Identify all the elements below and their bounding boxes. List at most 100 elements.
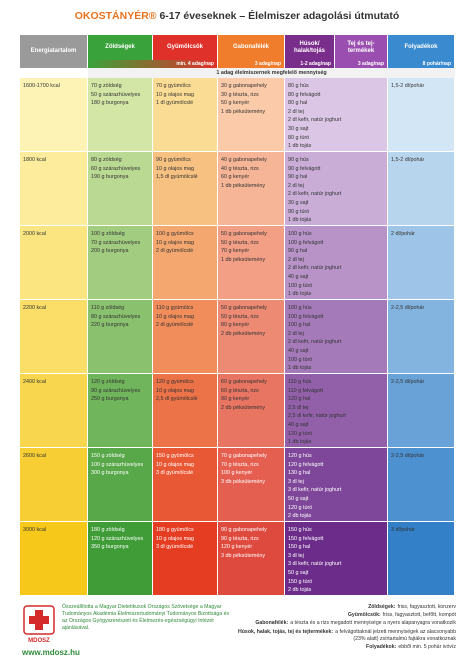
portion-label: 1-2 adag/nap [285,60,335,68]
grains-cell: 30 g gabonapehely 30 g tészta, rizs 50 g k… [218,78,285,152]
protein_dairy-item: 1 db tojás [288,143,312,150]
title: OKOSTÁNYÉR® 6-17 éveseknek – Élelmiszer … [0,10,474,22]
fruits-item: 10 g olajos mag [156,165,195,172]
fluids-cell: 2 dl/pohár [388,226,455,300]
protein_dairy-cell: 120 g hús 120 g felvágott 130 g hal 3 dl te… [285,448,388,522]
vegetables-item: 80 g zöldség [91,157,122,163]
vegetables-cell: 150 g zöldség 100 g szárazhüvelyes 300 g b… [88,448,153,522]
protein_dairy-item: 110 g felvágott [288,387,323,394]
protein_dairy-item: 50 g sajt [288,569,309,576]
protein_dairy-item: 2 dl tej [288,182,304,189]
grains-item: 40 g gabonapehely [221,157,267,163]
protein_dairy-item: 3 dl tej [288,552,304,559]
note-text: friss, fagyasztott, befőtt, kompót [382,612,456,619]
grains-item: 60 g gabonapehely [221,379,267,385]
energy-value: 1800 kcal [23,157,47,163]
protein_dairy-item: 100 g felvágott [288,313,324,320]
vegetables-item: 120 g zöldség [91,379,125,385]
grains-item: 50 g tészta, rizs [221,313,259,320]
fruits-item: 2 dl gyümölcslé [156,322,194,329]
portion-note: 1 adag élelmiszernek megfelelő mennyiség [88,68,455,78]
grains-item: 70 g kenyér [221,248,250,255]
grains-item: 40 g tészta, rizs [221,165,259,172]
protein_dairy-item: 90 g hús [288,157,309,163]
note: Húsok, halak, tojás, tej és tejtermékek:… [236,629,456,643]
portion-label: 8 pohár/nap [388,60,455,68]
fruits-item: 100 g gyümölcs [156,231,194,237]
fruits-cell: 120 g gyümölcs 10 g olajos mag 2,5 dl gyüm… [153,374,218,448]
portion-label: 3 adag/nap [218,60,285,68]
protein_dairy-item: 150 g felvágott [288,535,324,542]
fruits-item: 10 g olajos mag [156,387,195,394]
fluids-value: 1,5-2 dl/pohár [391,83,425,89]
fluids-value: 1,5-2 dl/pohár [391,157,425,163]
fluids-cell: 1,5-2 dl/pohár [388,78,455,152]
grains-item: 100 g kenyér [221,470,253,477]
fruits-item: 1,5 dl gyümölcslé [156,174,198,181]
energy-cell: 1600-1700 kcal [20,78,88,152]
grains-item: 1 db péksütemény [221,108,266,115]
column-header: Húsok/ halak/tojás [285,35,335,60]
fruits-item: 10 g olajos mag [156,313,195,320]
fruits-item: 150 g gyümölcs [156,453,194,459]
logo: MDOSZ [22,604,56,644]
energy-cell: 3000 kcal [20,522,88,596]
vegetables-item: 350 g burgonya [91,544,129,551]
logo-text: MDOSZ [28,638,50,644]
protein_dairy-item: 2 dl tej [288,330,304,337]
title-text: 6-17 éveseknek – Élelmiszer adagolási út… [159,10,400,22]
protein_dairy-item: 120 g túró [288,504,313,511]
protein_dairy-item: 50 g sajt [288,495,309,502]
fruits-cell: 150 g gyümölcs 10 g olajos mag 3 dl gyümöl… [153,448,218,522]
fruits-item: 3 dl gyümölcslé [156,544,194,551]
protein_dairy-item: 150 g túró [288,578,313,585]
fruits-item: 2,5 dl gyümölcslé [156,396,198,403]
protein_dairy-cell: 100 g hús 100 g felvágott 90 g hal 2 dl tej… [285,226,388,300]
protein_dairy-item: 2 db tojás [288,513,312,520]
vegetables-cell: 110 g zöldség 80 g szárazhüvelyes 220 g bu… [88,300,153,374]
energy-cell: 2600 kcal [20,448,88,522]
protein_dairy-item: 80 g túró [288,134,310,141]
grains-item: 120 g kenyér [221,544,253,551]
protein_dairy-item: 2 dl tej [288,108,304,115]
vegetables-cell: 70 g zöldség 50 g szárazhüvelyes 180 g bur… [88,78,153,152]
grains-cell: 70 g gabonapehely 70 g tészta, rizs 100 g … [218,448,285,522]
protein_dairy-item: 110 g hús [288,379,312,385]
energy-cell: 2200 kcal [20,300,88,374]
energy-value: 3000 kcal [23,527,47,533]
url[interactable]: www.mdosz.hu [22,648,80,657]
fruits-item: 10 g olajos mag [156,535,195,542]
protein_dairy-item: 30 g sajt [288,199,309,206]
note-term: Húsok, halak, tojás, tej és tejtermékek: [238,628,334,635]
protein_dairy-item: 120 g hús [288,453,312,459]
protein_dairy-item: 150 g hús [288,527,312,533]
grains-item: 80 g kenyér [221,322,250,329]
protein_dairy-item: 80 g hal [288,100,308,107]
protein_dairy-item: 2 dl kefir, natúr joghurt [288,117,342,124]
column-header: Gyümölcsök [153,35,218,60]
protein_dairy-item: 3 dl kefir, natúr joghurt [288,487,342,494]
fruits-item: 180 g gyümölcs [156,527,194,533]
grains-cell: 50 g gabonapehely 50 g tészta, rizs 80 g k… [218,300,285,374]
protein_dairy-item: 1 db tojás [288,291,312,298]
protein_dairy-item: 1 db tojás [288,439,312,446]
note-term: Folyadékok: [366,644,397,651]
vegetables-item: 100 g zöldség [91,231,125,237]
fruits-cell: 100 g gyümölcs 10 g olajos mag 2 dl gyümöl… [153,226,218,300]
protein_dairy-item: 120 g felvágott [288,461,324,468]
energy-cell: 1800 kcal [20,152,88,226]
fluids-value: 2-2,5 dl/pohár [391,379,425,385]
protein_dairy-item: 90 g hal [288,248,308,255]
energy-value: 2400 kcal [23,379,47,385]
protein_dairy-item: 2 db tojás [288,587,312,594]
column-header: Zöldségek [88,35,153,60]
grains-item: 90 g gabonapehely [221,527,267,533]
protein_dairy-item: 100 g túró [288,356,313,363]
protein_dairy-item: 150 g hal [288,544,311,551]
vegetables-cell: 180 g zöldség 120 g szárazhüvelyes 350 g b… [88,522,153,596]
grains-item: 70 g tészta, rizs [221,461,259,468]
column-header: Gabonafélék [218,35,285,60]
protein_dairy-item: 80 g hús [288,83,309,89]
grains-item: 30 g gabonapehely [221,83,267,89]
